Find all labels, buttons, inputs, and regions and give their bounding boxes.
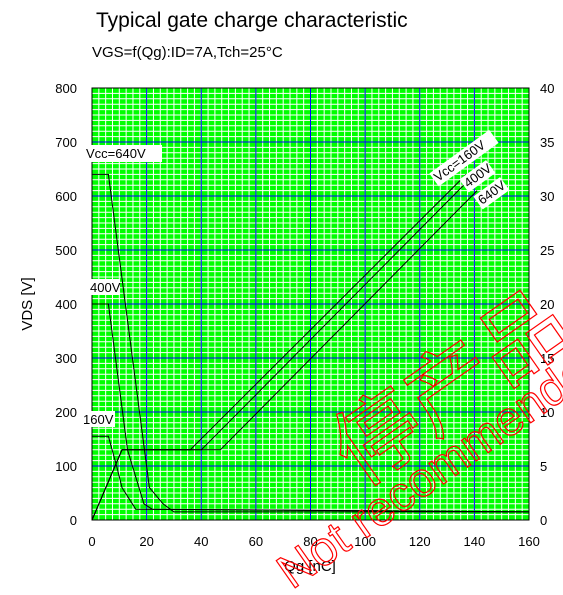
curve-label-400: 400V: [90, 280, 121, 295]
vgs-curves: [91, 174, 478, 521]
y-right-tick-label: 25: [540, 243, 554, 258]
x-tick-label: 140: [464, 534, 486, 549]
x-tick-label: 80: [303, 534, 317, 549]
y-axis-label: VDS [V]: [19, 277, 36, 330]
curve-label-bg-160: [82, 411, 115, 427]
y-right-tick-label: 10: [540, 405, 554, 420]
y-right-tick-label: 30: [540, 189, 554, 204]
x-tick-label: 60: [249, 534, 263, 549]
y-left-tick-label: 400: [55, 297, 77, 312]
curve-label-160: 160V: [83, 412, 114, 427]
y-right-tick-label: 5: [540, 459, 547, 474]
vds-curve: [92, 435, 530, 513]
y-left-tick-label: 100: [55, 459, 77, 474]
y-left-tick-label: 700: [55, 135, 77, 150]
x-tick-label: 160: [518, 534, 540, 549]
vds-curve: [92, 173, 529, 513]
vds-curves: [92, 173, 530, 513]
y-left-tick-label: 200: [55, 405, 77, 420]
y-left-tick-label: 300: [55, 351, 77, 366]
chart-title: Typical gate charge characteristic: [96, 9, 408, 32]
y-right-tick-label: 40: [540, 81, 554, 96]
x-axis-label: Qg [nC]: [284, 558, 336, 575]
chart-subtitle: VGS=f(Qg):ID=7A,Tch=25°C: [92, 44, 283, 61]
y-right-tick-label: 0: [540, 513, 547, 528]
curve-label-bg-640: [84, 145, 162, 162]
y-left-tick-label: 0: [70, 513, 77, 528]
curve-label-bg-vgs-640: [473, 177, 510, 210]
curve-label-vcc-640: Vcc=640V: [86, 146, 146, 161]
x-tick-label: 40: [194, 534, 208, 549]
x-tick-label: 0: [88, 534, 95, 549]
y-right-tick-label: 20: [540, 297, 554, 312]
y-left-tick-label: 600: [55, 189, 77, 204]
y-left-tick-labels: 0 100 200 300 400 500 600 700 800: [55, 81, 77, 528]
curve-label-bg-400: [88, 279, 120, 295]
curve-label-bg-vgs-400: [459, 160, 496, 193]
vgs-curve: [91, 190, 478, 521]
y-left-tick-label: 800: [55, 81, 77, 96]
y-right-tick-label: 15: [540, 351, 554, 366]
x-tick-labels: 0 20 40 60 80 100 120 140 160: [88, 534, 539, 549]
y-left-tick-label: 500: [55, 243, 77, 258]
y-right-tick-labels: 0 5 10 15 20 25 30 35 40: [540, 81, 554, 528]
x-tick-label: 120: [409, 534, 431, 549]
curve-label-bg-vgs-160: [429, 129, 499, 187]
x-tick-label: 20: [139, 534, 153, 549]
x-tick-label: 100: [354, 534, 376, 549]
y-right-tick-label: 35: [540, 135, 554, 150]
